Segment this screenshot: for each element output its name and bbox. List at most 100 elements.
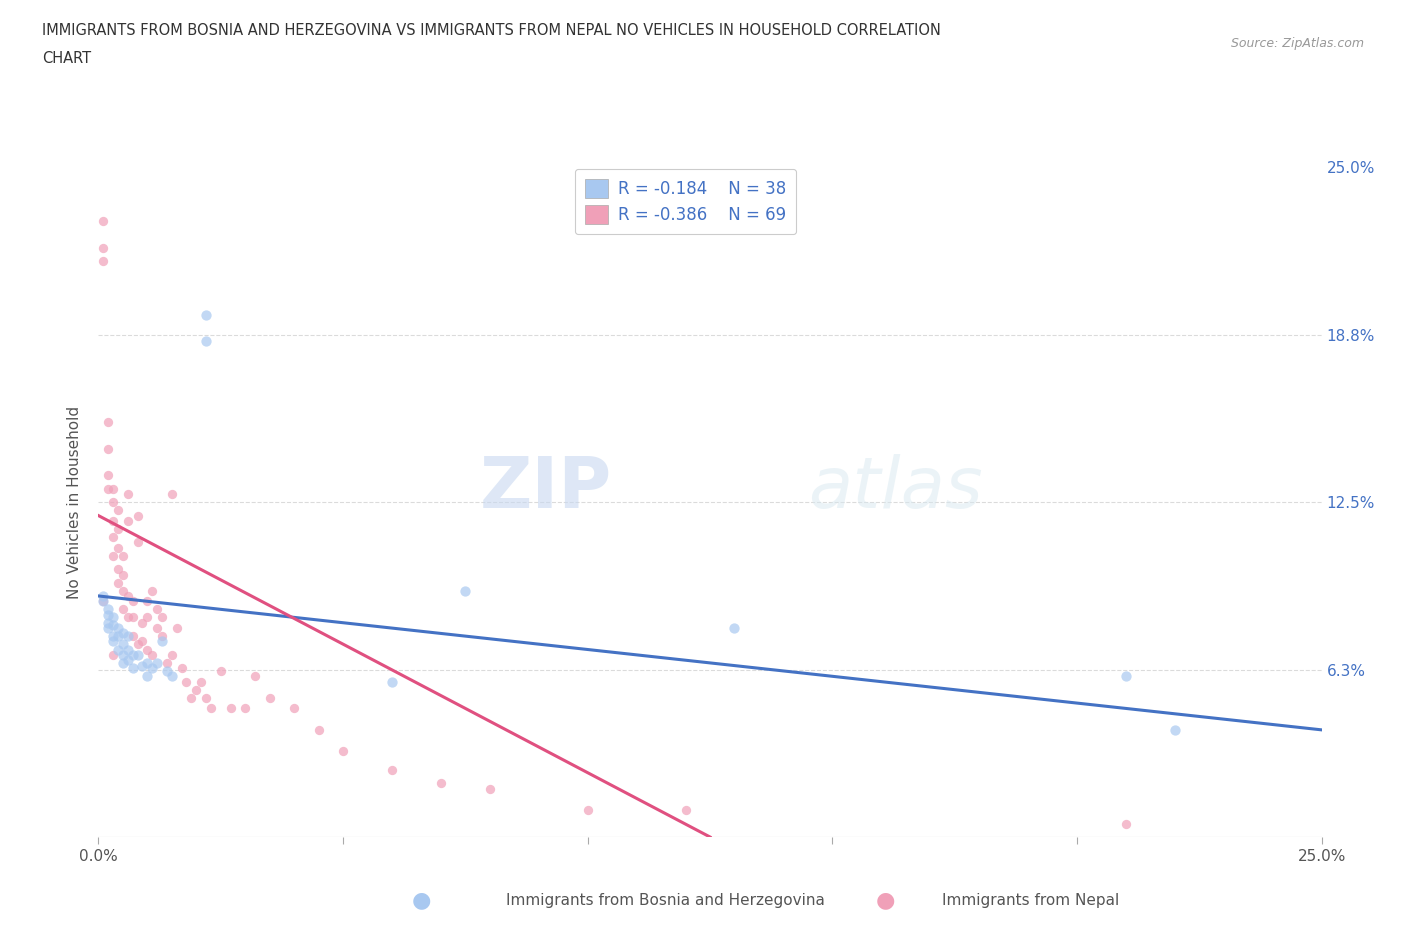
- Text: ZIP: ZIP: [479, 455, 612, 524]
- Point: [190, 674, 212, 689]
- Point: [259, 690, 281, 705]
- Point: [141, 583, 163, 598]
- Point: [121, 629, 143, 644]
- Point: [97, 620, 120, 635]
- Point: [111, 583, 134, 598]
- Point: [117, 610, 139, 625]
- Point: [308, 723, 330, 737]
- Point: [111, 549, 134, 564]
- Point: [146, 602, 169, 617]
- Point: [478, 781, 501, 796]
- Point: [219, 701, 242, 716]
- Point: [136, 669, 159, 684]
- Point: [131, 658, 153, 673]
- Y-axis label: No Vehicles in Household: No Vehicles in Household: [67, 405, 83, 599]
- Point: [200, 701, 222, 716]
- Point: [91, 254, 114, 269]
- Point: [131, 634, 153, 649]
- Point: [156, 663, 179, 678]
- Point: [107, 503, 129, 518]
- Point: [146, 620, 169, 635]
- Point: [176, 674, 198, 689]
- Point: [576, 803, 599, 817]
- Point: [111, 647, 134, 662]
- Point: [97, 468, 120, 483]
- Point: [136, 642, 159, 657]
- Point: [107, 575, 129, 590]
- Point: [117, 642, 139, 657]
- Point: [101, 618, 124, 632]
- Point: [107, 540, 129, 555]
- Point: [101, 647, 124, 662]
- Point: [107, 522, 129, 537]
- Point: [136, 656, 159, 671]
- Point: [101, 634, 124, 649]
- Text: atlas: atlas: [808, 455, 983, 524]
- Point: [283, 701, 305, 716]
- Point: [121, 661, 143, 676]
- Point: [97, 602, 120, 617]
- Point: [195, 334, 218, 349]
- Point: [136, 610, 159, 625]
- Point: [97, 616, 120, 631]
- Point: [209, 663, 232, 678]
- Point: [91, 594, 114, 609]
- Point: [101, 529, 124, 544]
- Point: [150, 629, 173, 644]
- Point: [97, 415, 120, 430]
- Point: [160, 647, 183, 662]
- Text: ●: ●: [876, 890, 896, 910]
- Text: IMMIGRANTS FROM BOSNIA AND HERZEGOVINA VS IMMIGRANTS FROM NEPAL NO VEHICLES IN H: IMMIGRANTS FROM BOSNIA AND HERZEGOVINA V…: [42, 23, 941, 38]
- Point: [186, 683, 208, 698]
- Point: [117, 629, 139, 644]
- Point: [156, 656, 179, 671]
- Point: [150, 634, 173, 649]
- Point: [454, 583, 477, 598]
- Point: [111, 602, 134, 617]
- Point: [121, 647, 143, 662]
- Text: Source: ZipAtlas.com: Source: ZipAtlas.com: [1230, 37, 1364, 50]
- Point: [107, 642, 129, 657]
- Point: [180, 690, 202, 705]
- Point: [101, 610, 124, 625]
- Point: [1164, 723, 1187, 737]
- Point: [1115, 817, 1137, 831]
- Point: [101, 482, 124, 497]
- Point: [121, 610, 143, 625]
- Legend: R = -0.184    N = 38, R = -0.386    N = 69: R = -0.184 N = 38, R = -0.386 N = 69: [575, 169, 796, 234]
- Point: [160, 486, 183, 501]
- Point: [91, 594, 114, 609]
- Point: [127, 637, 149, 652]
- Point: [97, 441, 120, 456]
- Point: [101, 549, 124, 564]
- Point: [195, 307, 218, 322]
- Point: [101, 629, 124, 644]
- Point: [127, 535, 149, 550]
- Point: [1115, 669, 1137, 684]
- Point: [97, 482, 120, 497]
- Point: [91, 214, 114, 229]
- Point: [101, 495, 124, 510]
- Point: [91, 240, 114, 255]
- Point: [141, 661, 163, 676]
- Point: [332, 744, 354, 759]
- Point: [675, 803, 697, 817]
- Point: [97, 607, 120, 622]
- Point: [111, 656, 134, 671]
- Point: [111, 626, 134, 641]
- Point: [243, 669, 266, 684]
- Point: [127, 508, 149, 523]
- Point: [111, 637, 134, 652]
- Text: Immigrants from Nepal: Immigrants from Nepal: [942, 893, 1119, 908]
- Text: ●: ●: [412, 890, 432, 910]
- Point: [121, 594, 143, 609]
- Text: CHART: CHART: [42, 51, 91, 66]
- Point: [107, 629, 129, 644]
- Point: [381, 763, 404, 777]
- Point: [107, 562, 129, 577]
- Text: Immigrants from Bosnia and Herzegovina: Immigrants from Bosnia and Herzegovina: [506, 893, 825, 908]
- Point: [160, 669, 183, 684]
- Point: [723, 620, 745, 635]
- Point: [170, 661, 193, 676]
- Point: [117, 486, 139, 501]
